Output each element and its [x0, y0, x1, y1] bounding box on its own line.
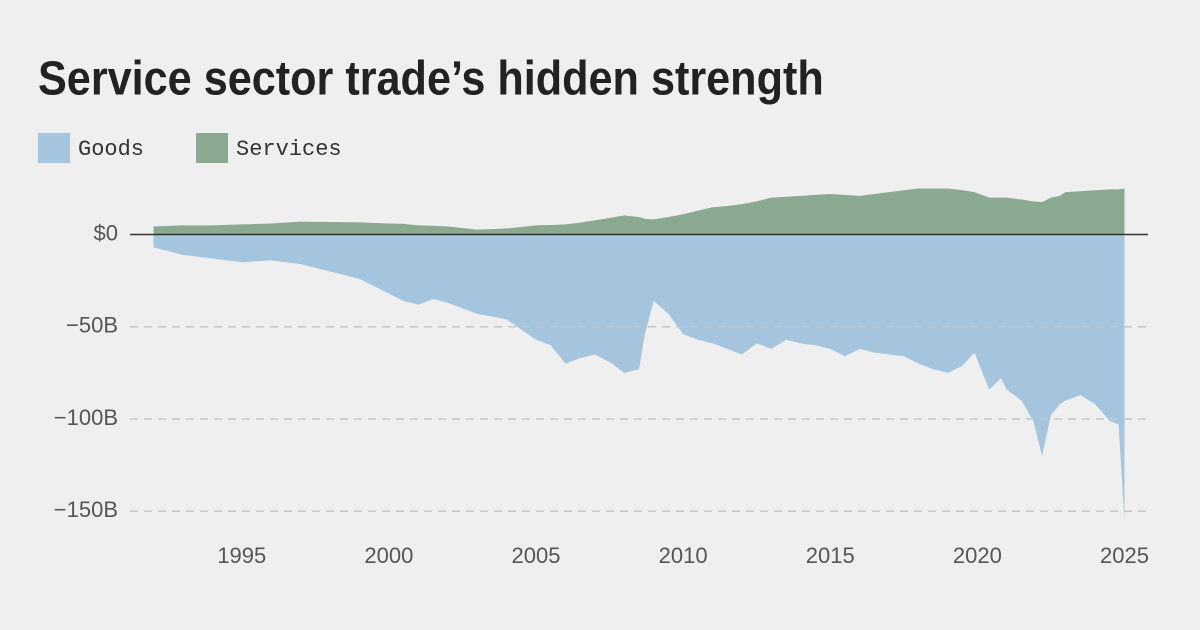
area [153, 234, 1125, 521]
x-tick-label: 2020 [953, 543, 1002, 568]
legend-swatch [38, 133, 70, 163]
legend-label: Goods [78, 137, 144, 162]
x-tick-label: 2000 [364, 543, 413, 568]
chart-title: Service sector trade’s hidden strength [38, 52, 824, 106]
y-tick-label: −100B [54, 405, 118, 430]
x-tick-label: 2015 [806, 543, 855, 568]
x-tick-label: 2025 [1100, 543, 1149, 568]
legend-swatch [196, 133, 229, 163]
x-tick-label: 2005 [512, 543, 561, 568]
area [153, 188, 1125, 235]
x-tick-label: 2010 [659, 543, 708, 568]
y-tick-label: −50B [66, 313, 118, 338]
y-tick-label: −150B [54, 497, 118, 522]
x-tick-label: 1995 [217, 543, 266, 568]
legend-label: Services [236, 137, 342, 162]
y-tick-label: $0 [94, 220, 118, 245]
